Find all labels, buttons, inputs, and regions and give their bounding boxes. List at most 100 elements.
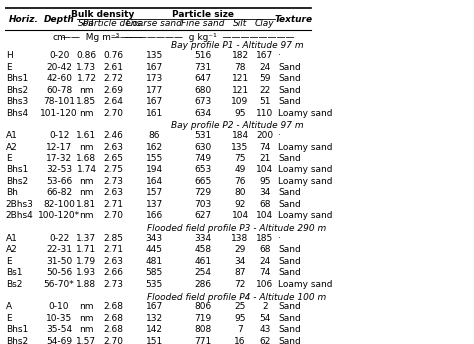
Text: Fine sand: Fine sand (181, 20, 225, 29)
Text: 806: 806 (194, 302, 211, 311)
Text: nm: nm (79, 189, 94, 197)
Text: cm: cm (52, 33, 66, 42)
Text: 0.76: 0.76 (103, 51, 124, 60)
Text: 20-42: 20-42 (46, 63, 72, 72)
Text: 72: 72 (234, 280, 246, 289)
Text: 2.68: 2.68 (103, 325, 123, 334)
Text: Bulk density: Bulk density (71, 10, 134, 19)
Text: 2Bhs4: 2Bhs4 (6, 211, 34, 221)
Text: 481: 481 (146, 257, 163, 266)
Text: Clay: Clay (255, 20, 275, 29)
Text: 74: 74 (259, 268, 271, 277)
Text: 2.73: 2.73 (103, 280, 123, 289)
Text: 254: 254 (194, 268, 211, 277)
Text: ·: · (278, 234, 281, 243)
Text: 771: 771 (194, 337, 211, 344)
Text: 17-32: 17-32 (46, 154, 72, 163)
Text: 82-100: 82-100 (43, 200, 75, 209)
Text: Coarse sand: Coarse sand (126, 20, 182, 29)
Text: 1.79: 1.79 (76, 257, 97, 266)
Text: 106: 106 (256, 280, 273, 289)
Text: Bhs3: Bhs3 (6, 97, 28, 106)
Text: nm: nm (79, 325, 94, 334)
Text: 22: 22 (259, 86, 271, 95)
Text: E: E (6, 257, 11, 266)
Text: 104: 104 (256, 211, 273, 221)
Text: 53-66: 53-66 (46, 177, 72, 186)
Text: 2.64: 2.64 (103, 97, 123, 106)
Text: 135: 135 (231, 142, 249, 152)
Text: Flooded field profile P4 - Altitude 100 m: Flooded field profile P4 - Altitude 100 … (147, 293, 327, 302)
Text: 731: 731 (194, 63, 211, 72)
Text: 1.85: 1.85 (76, 97, 97, 106)
Text: ·: · (278, 51, 281, 60)
Text: 109: 109 (231, 97, 249, 106)
Text: Loamy sand: Loamy sand (278, 177, 332, 186)
Text: 2: 2 (262, 302, 268, 311)
Text: Bhs4: Bhs4 (6, 108, 28, 118)
Text: Soil: Soil (78, 20, 95, 29)
Text: 1.93: 1.93 (76, 268, 97, 277)
Text: E: E (6, 314, 11, 323)
Text: A2: A2 (6, 142, 18, 152)
Text: 1.72: 1.72 (76, 74, 97, 83)
Text: Particle size: Particle size (172, 10, 234, 19)
Text: 138: 138 (231, 234, 249, 243)
Text: 56-70*: 56-70* (44, 280, 74, 289)
Text: 22-31: 22-31 (46, 245, 72, 255)
Text: 200: 200 (256, 131, 273, 140)
Text: 92: 92 (234, 200, 246, 209)
Text: 101-120: 101-120 (40, 108, 78, 118)
Text: Loamy sand: Loamy sand (278, 211, 332, 221)
Text: nm: nm (79, 108, 94, 118)
Text: Silt: Silt (233, 20, 247, 29)
Text: Bs1: Bs1 (6, 268, 22, 277)
Text: 7: 7 (237, 325, 243, 334)
Text: 110: 110 (256, 108, 273, 118)
Text: A2: A2 (6, 245, 18, 255)
Text: Loamy sand: Loamy sand (278, 165, 332, 174)
Text: 647: 647 (194, 74, 211, 83)
Text: 653: 653 (194, 165, 211, 174)
Text: Sand: Sand (278, 200, 301, 209)
Text: nm: nm (79, 86, 94, 95)
Text: Flooded field profile P3 - Altitude 290 m: Flooded field profile P3 - Altitude 290 … (147, 224, 327, 233)
Text: 2.70: 2.70 (103, 337, 123, 344)
Text: 2.68: 2.68 (103, 302, 123, 311)
Text: 95: 95 (234, 108, 246, 118)
Text: 808: 808 (194, 325, 211, 334)
Text: 2.68: 2.68 (103, 314, 123, 323)
Text: 167: 167 (256, 51, 273, 60)
Text: Horiz.: Horiz. (9, 14, 39, 24)
Text: 68: 68 (259, 245, 271, 255)
Text: 630: 630 (194, 142, 211, 152)
Text: 151: 151 (146, 337, 163, 344)
Text: 21: 21 (259, 154, 271, 163)
Text: 0-10: 0-10 (49, 302, 69, 311)
Text: 2.73: 2.73 (103, 177, 123, 186)
Text: 75: 75 (234, 154, 246, 163)
Text: 1.37: 1.37 (76, 234, 97, 243)
Text: 25: 25 (234, 302, 246, 311)
Text: Sand: Sand (278, 268, 301, 277)
Text: 121: 121 (231, 74, 248, 83)
Text: nm: nm (79, 142, 94, 152)
Text: Sand: Sand (278, 97, 301, 106)
Text: 2.85: 2.85 (103, 234, 123, 243)
Text: 164: 164 (146, 177, 163, 186)
Text: 719: 719 (194, 314, 211, 323)
Text: 135: 135 (146, 51, 163, 60)
Text: Bay profile P2 - Altitude 97 m: Bay profile P2 - Altitude 97 m (171, 121, 303, 130)
Text: 516: 516 (194, 51, 211, 60)
Text: Sand: Sand (278, 86, 301, 95)
Text: 286: 286 (194, 280, 211, 289)
Text: 80: 80 (234, 189, 246, 197)
Text: 0-12: 0-12 (49, 131, 69, 140)
Text: 0.86: 0.86 (76, 51, 97, 60)
Text: 60-78: 60-78 (46, 86, 72, 95)
Text: 34: 34 (234, 257, 246, 266)
Text: 1.73: 1.73 (76, 63, 97, 72)
Text: Bhs2: Bhs2 (6, 337, 28, 344)
Text: 673: 673 (194, 97, 211, 106)
Text: Bhs1: Bhs1 (6, 165, 28, 174)
